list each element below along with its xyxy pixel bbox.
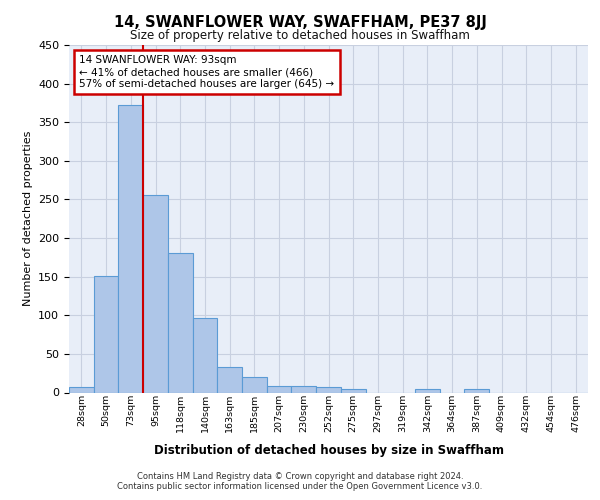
Text: Distribution of detached houses by size in Swaffham: Distribution of detached houses by size … — [154, 444, 504, 457]
Text: Contains HM Land Registry data © Crown copyright and database right 2024.
Contai: Contains HM Land Registry data © Crown c… — [118, 472, 482, 491]
Text: 14 SWANFLOWER WAY: 93sqm
← 41% of detached houses are smaller (466)
57% of semi-: 14 SWANFLOWER WAY: 93sqm ← 41% of detach… — [79, 56, 335, 88]
Bar — [464, 390, 489, 392]
Bar — [292, 386, 316, 392]
Bar — [341, 390, 365, 392]
Bar — [69, 387, 94, 392]
Text: Size of property relative to detached houses in Swaffham: Size of property relative to detached ho… — [130, 29, 470, 42]
Bar — [94, 276, 118, 392]
Bar — [168, 252, 193, 392]
Bar — [415, 390, 440, 392]
Bar — [193, 318, 217, 392]
Bar — [217, 367, 242, 392]
Bar — [242, 377, 267, 392]
Bar — [267, 386, 292, 392]
Y-axis label: Number of detached properties: Number of detached properties — [23, 131, 32, 306]
Bar — [118, 105, 143, 393]
Bar — [143, 195, 168, 392]
Bar — [316, 387, 341, 392]
Text: 14, SWANFLOWER WAY, SWAFFHAM, PE37 8JJ: 14, SWANFLOWER WAY, SWAFFHAM, PE37 8JJ — [113, 15, 487, 30]
